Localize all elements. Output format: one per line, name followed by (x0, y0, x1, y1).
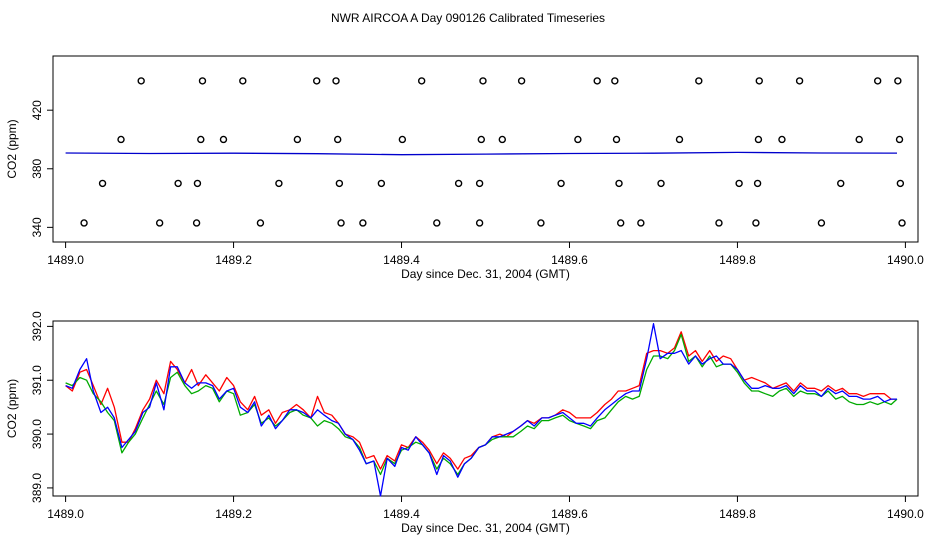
data-point (454, 179, 463, 188)
data-point (537, 219, 545, 227)
data-point (615, 179, 623, 188)
plot-frame (52, 320, 919, 497)
data-point (117, 135, 125, 144)
data-point (898, 219, 906, 227)
data-point (896, 179, 905, 188)
data-point (275, 179, 283, 188)
y-tick-label: 392.0 (30, 311, 44, 341)
data-point (795, 77, 804, 85)
data-point (256, 219, 265, 227)
data-point (137, 77, 145, 85)
x-tick-label: 1489.8 (719, 253, 756, 267)
x-tick-label: 1489.0 (47, 507, 84, 521)
data-point (197, 135, 205, 144)
data-point (475, 219, 484, 227)
data-point (735, 179, 743, 188)
data-point (752, 219, 760, 227)
data-point (193, 179, 202, 188)
data-point (477, 135, 486, 144)
data-point (715, 219, 723, 227)
data-point (219, 135, 228, 144)
data-point (398, 135, 407, 144)
data-point (293, 135, 302, 144)
y-tick-label: 380 (30, 158, 44, 178)
data-point (695, 77, 703, 85)
data-point (557, 179, 565, 188)
bottom-panel: 1489.0 1489.2 1489.4 1489.6 1489.8 1490.0 389.… (5, 311, 924, 535)
y-axis-label: CO2 (ppm) (5, 379, 19, 438)
data-point (198, 77, 207, 85)
data-point (312, 77, 321, 85)
data-point (611, 77, 619, 85)
data-point (174, 179, 182, 188)
data-point (755, 77, 763, 85)
x-tick-label: 1489.2 (215, 507, 252, 521)
data-point (333, 135, 342, 144)
data-point (657, 179, 665, 188)
data-point (612, 135, 621, 144)
data-point (359, 219, 367, 227)
x-tick-label: 1490.0 (887, 253, 924, 267)
chart-title: NWR AIRCOA A Day 090126 Calibrated Times… (331, 11, 605, 25)
data-point (433, 219, 441, 227)
data-point (754, 135, 763, 144)
x-tick-label: 1490.0 (887, 507, 924, 521)
data-point (753, 179, 762, 188)
data-point (873, 77, 882, 85)
top-panel: 1489.0 1489.2 1489.4 1489.6 1489.8 1490.0 340 3… (5, 55, 924, 281)
data-point (332, 77, 340, 85)
data-point (337, 219, 345, 227)
plot-frame (52, 55, 919, 243)
x-tick-label: 1489.4 (383, 253, 420, 267)
data-point (80, 219, 88, 227)
data-point (837, 179, 845, 188)
data-point (637, 219, 645, 227)
x-tick-label: 1489.2 (215, 253, 252, 267)
data-point (574, 135, 582, 144)
data-point (895, 135, 904, 144)
x-tick-label: 1489.0 (47, 253, 84, 267)
data-point (239, 77, 247, 85)
y-tick-label: 389.0 (30, 473, 44, 503)
series-line (65, 331, 897, 470)
data-point (675, 135, 684, 144)
data-point (98, 179, 107, 188)
y-tick-label: 390.0 (30, 419, 44, 449)
data-point (517, 77, 526, 85)
data-point (894, 77, 902, 85)
data-point (593, 77, 601, 85)
x-tick-label: 1489.6 (551, 253, 588, 267)
data-point (817, 219, 826, 227)
x-axis-label: Day since Dec. 31, 2004 (GMT) (401, 521, 570, 535)
data-point (335, 179, 344, 188)
x-tick-label: 1489.4 (383, 507, 420, 521)
y-tick-label: 391.0 (30, 365, 44, 395)
x-tick-label: 1489.8 (719, 507, 756, 521)
y-tick-label: 340 (30, 217, 44, 237)
data-point (155, 219, 164, 227)
series-line (65, 151, 898, 156)
series-line (65, 333, 898, 476)
data-point (377, 179, 386, 188)
data-point (417, 77, 426, 85)
data-point (855, 135, 863, 144)
series-line (65, 323, 897, 497)
y-axis-label: CO2 (ppm) (5, 119, 19, 178)
data-point (479, 77, 487, 85)
data-point (475, 179, 484, 188)
x-tick-label: 1489.6 (551, 507, 588, 521)
data-point (778, 135, 786, 144)
data-point (498, 135, 506, 144)
y-tick-label: 420 (30, 100, 44, 120)
data-point (617, 219, 625, 227)
data-point (192, 219, 201, 227)
x-axis-label: Day since Dec. 31, 2004 (GMT) (401, 267, 570, 281)
